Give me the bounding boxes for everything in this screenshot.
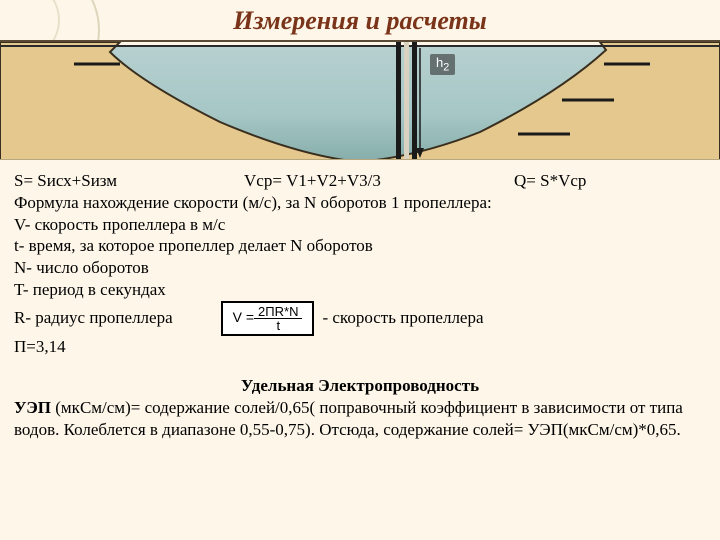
- formula-row: S= Sисх+Sизм Vср= V1+V2+V3/3 Q= S*Vср: [14, 170, 706, 192]
- line-2: V- скорость пропеллера в м/с: [14, 214, 706, 236]
- box-denominator: t: [272, 319, 284, 332]
- velocity-formula-box: V = 2ПR*N t: [221, 301, 315, 336]
- section2-rest: (мкСм/см)= содержание солей/0,65( поправ…: [14, 398, 683, 439]
- page-title: Измерения и расчеты: [0, 0, 720, 36]
- line-3: t- время, за которое пропеллер делает N …: [14, 235, 706, 257]
- section2-prefix: УЭП: [14, 398, 51, 417]
- box-fraction: 2ПR*N t: [254, 305, 302, 332]
- section2-title: Удельная Электропроводность: [14, 375, 706, 397]
- diagram-svg: [0, 42, 720, 160]
- box-numerator: 2ПR*N: [254, 305, 302, 319]
- h2-sub: 2: [443, 62, 449, 74]
- line-6: R- радиус пропеллера: [14, 307, 173, 329]
- line-4: N- число оборотов: [14, 257, 706, 279]
- box-prefix: V =: [233, 309, 254, 327]
- content-block: S= Sисх+Sизм Vср= V1+V2+V3/3 Q= S*Vср Фо…: [0, 160, 720, 441]
- formula-q: Q= S*Vср: [514, 170, 706, 192]
- left-bank: [0, 42, 360, 160]
- line-5: T- период в секундах: [14, 279, 706, 301]
- line-7: П=3,14: [14, 336, 706, 358]
- cross-section-diagram: h2: [0, 40, 720, 160]
- formula-s: S= Sисх+Sизм: [14, 170, 244, 192]
- box-suffix: - скорость пропеллера: [322, 307, 483, 329]
- measuring-rods: [396, 42, 417, 160]
- line-1: Формула нахождение скорости (м/c), за N …: [14, 192, 706, 214]
- slide: Измерения и расчеты h2 S= Sисх+Sизм Vср=…: [0, 0, 720, 540]
- formula-vcp: Vср= V1+V2+V3/3: [244, 170, 514, 192]
- section2-body: УЭП (мкСм/см)= содержание солей/0,65( по…: [14, 397, 706, 441]
- h2-label: h2: [430, 54, 455, 75]
- line-6-row: R- радиус пропеллера V = 2ПR*N t - скоро…: [14, 301, 706, 336]
